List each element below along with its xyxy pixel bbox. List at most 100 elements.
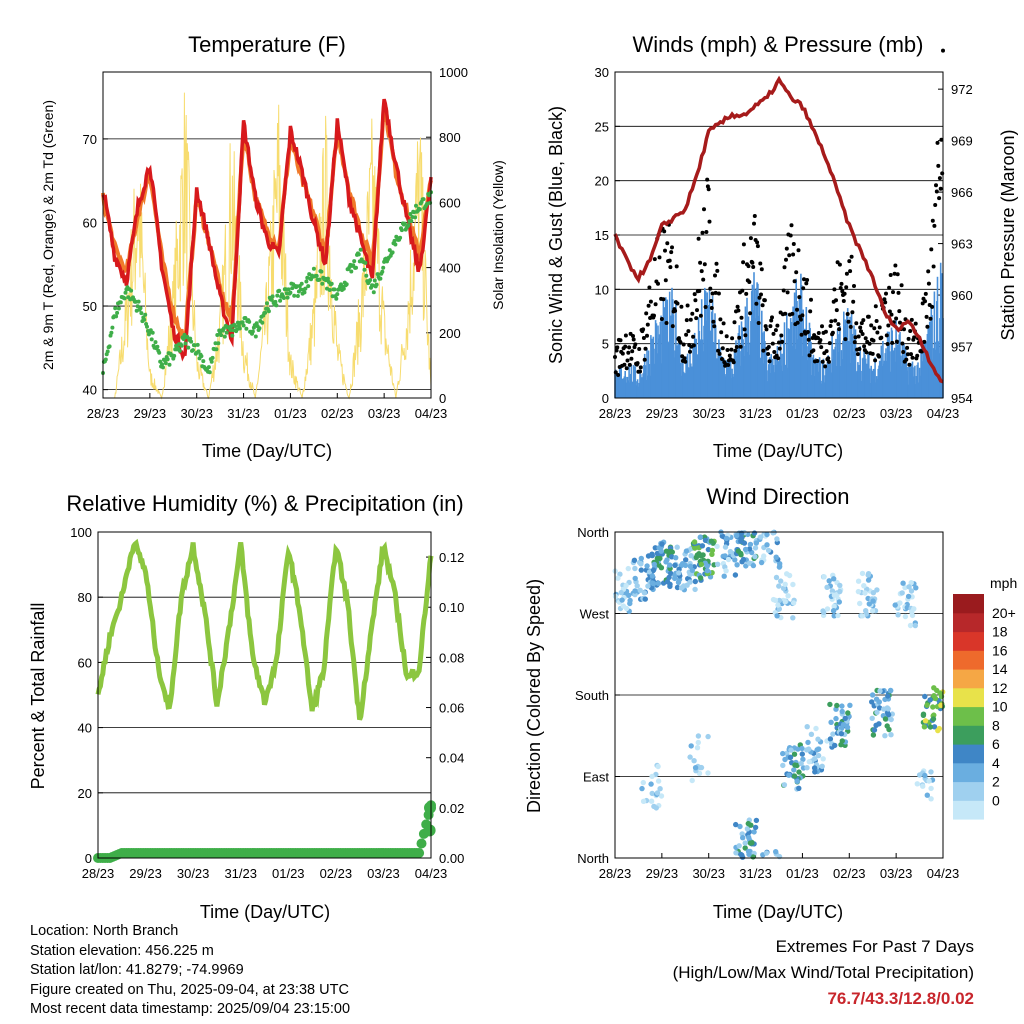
gust-point: [936, 163, 941, 168]
gust-point: [713, 290, 718, 295]
direction-point: [674, 544, 680, 550]
direction-point: [667, 548, 674, 555]
gust-point: [673, 308, 678, 313]
gust-point: [824, 349, 829, 354]
gust-point: [771, 331, 776, 336]
gust-point: [834, 308, 839, 313]
direction-point: [765, 547, 772, 554]
dewpoint-point: [116, 306, 121, 311]
gust-point: [661, 297, 666, 302]
gust-point: [772, 350, 777, 354]
direction-point: [800, 756, 806, 762]
gust-point: [715, 268, 720, 273]
direction-point: [869, 608, 876, 614]
gust-point: [730, 336, 735, 341]
direction-point: [733, 821, 739, 828]
direction-point: [723, 535, 730, 542]
gust-point: [829, 319, 834, 324]
gust-point: [767, 359, 772, 364]
dewpoint-point: [237, 326, 242, 331]
gust-point: [882, 297, 887, 302]
gust-point: [757, 295, 762, 300]
gust-point: [677, 336, 681, 341]
direction-point: [786, 772, 792, 778]
gust-point: [912, 335, 917, 340]
direction-point: [623, 605, 630, 612]
gust-point: [629, 356, 634, 361]
humidity-title: Relative Humidity (%) & Precipitation (i…: [66, 491, 463, 516]
direction-point: [654, 555, 661, 562]
direction-point: [785, 593, 791, 599]
direction-point: [927, 697, 933, 703]
gust-point: [779, 333, 784, 338]
gust-point: [891, 290, 895, 295]
gust-point: [838, 286, 843, 290]
winds-y2tick-label: 969: [951, 134, 973, 149]
gust-point: [860, 332, 865, 336]
gust-point: [839, 281, 844, 286]
gust-point: [698, 260, 703, 265]
dewpoint-point: [372, 278, 377, 283]
gust-point: [885, 342, 890, 346]
dewpoint-point: [413, 215, 418, 220]
dewpoint-point: [278, 298, 283, 303]
gust-point: [737, 335, 742, 340]
direction-point: [792, 762, 798, 768]
direction-point: [922, 718, 929, 724]
direction-point: [906, 584, 912, 590]
direction-point: [781, 782, 788, 788]
direction-point: [745, 848, 752, 855]
gust-point: [879, 335, 884, 340]
gust-point: [734, 345, 739, 349]
temperature-ytick-label: 60: [83, 215, 97, 230]
gust-point: [883, 300, 888, 305]
direction-point: [655, 580, 662, 587]
gust-point: [732, 320, 737, 325]
winds-y2tick-label: 966: [951, 185, 973, 200]
direction-point: [753, 540, 759, 546]
gust-point: [804, 281, 809, 286]
gust-point: [758, 261, 763, 266]
gust-point: [894, 339, 899, 344]
dewpoint-point: [329, 281, 334, 286]
gust-point: [720, 346, 725, 351]
direction-point: [625, 565, 631, 572]
gust-point: [663, 278, 668, 283]
direction-point: [697, 575, 704, 581]
gust-point: [830, 330, 835, 335]
direction-point: [924, 792, 930, 798]
direction-point: [831, 603, 837, 610]
gust-point: [834, 298, 838, 303]
direction-point: [752, 545, 759, 551]
winds-frame: [614, 71, 944, 399]
temperature-ytick-label: 40: [83, 383, 97, 398]
gust-point: [670, 324, 675, 329]
temperature-ylabel-right: Solar Insolation (Yellow): [490, 160, 506, 310]
gust-point: [849, 254, 854, 259]
gust-point: [933, 203, 938, 207]
dewpoint-point: [118, 300, 123, 305]
humidity-ytick-label: 20: [78, 786, 92, 801]
humidity-xtick-label: 31/23: [224, 866, 257, 881]
gust-point: [801, 286, 806, 291]
gust-point: [790, 311, 795, 316]
direction-title: Wind Direction: [706, 484, 849, 509]
gust-point: [708, 286, 713, 291]
station-elevation: Station elevation: 456.225 m: [30, 942, 214, 959]
gust-point: [915, 353, 920, 358]
dewpoint-point: [299, 281, 304, 286]
direction-point: [640, 798, 647, 804]
gust-point: [884, 333, 889, 338]
gust-point: [638, 365, 643, 370]
direction-point: [836, 599, 842, 605]
gust-point: [755, 244, 760, 249]
speed-legend-label: 4: [992, 755, 1000, 771]
direction-point: [922, 772, 928, 779]
direction-point: [821, 609, 827, 615]
winds-ytick-label: 10: [595, 282, 609, 297]
gust-point: [727, 353, 732, 358]
dewpoint-point: [160, 362, 164, 367]
gust-point: [858, 325, 863, 330]
gust-point: [659, 317, 664, 321]
gust-point: [726, 363, 731, 367]
